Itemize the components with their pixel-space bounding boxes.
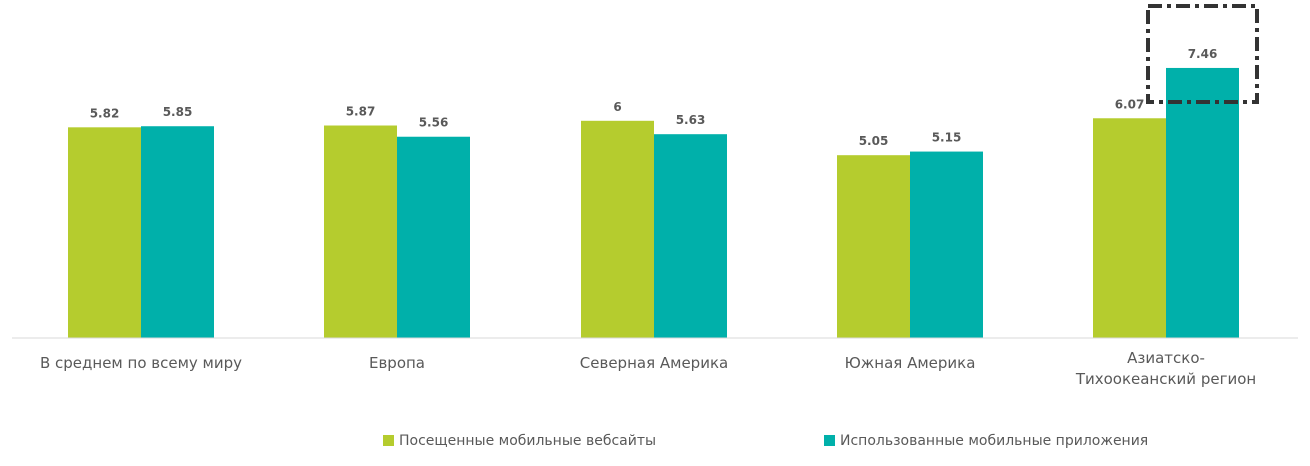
bar-series0-cat0: [68, 127, 141, 338]
bar-series1-cat3: [910, 151, 983, 338]
bar-series1-cat1: [397, 136, 470, 338]
legend-item-apps: Использованные мобильные приложения: [824, 433, 1148, 449]
value-label-series0-cat1: 5.87: [346, 105, 376, 119]
legend-swatch-websites: [383, 435, 394, 446]
bar-series0-cat3: [837, 155, 910, 338]
value-label-series1-cat0: 5.85: [163, 105, 193, 119]
value-label-series1-cat3: 5.15: [932, 131, 962, 145]
bar-series0-cat1: [324, 125, 397, 338]
highlight-box: [1146, 4, 1259, 104]
category-label-1: Европа: [369, 354, 425, 372]
value-label-series0-cat3: 5.05: [859, 134, 889, 148]
value-label-series0-cat2: 6: [613, 100, 621, 114]
legend-label-apps: Использованные мобильные приложения: [840, 433, 1148, 449]
bar-series1-cat0: [141, 126, 214, 338]
category-label-2: Северная Америка: [580, 354, 728, 372]
bar-series0-cat2: [581, 120, 654, 338]
value-label-series1-cat2: 5.63: [676, 113, 706, 127]
legend-label-websites: Посещенные мобильные вебсайты: [399, 433, 656, 449]
value-label-series0-cat0: 5.82: [90, 106, 120, 120]
bar-series0-cat4: [1093, 118, 1166, 339]
category-labels-layer: В среднем по всему миру Европа Северная Ам…: [40, 349, 1256, 388]
value-label-series1-cat1: 5.56: [419, 116, 449, 130]
value-label-series1-cat4: 7.46: [1188, 47, 1218, 61]
legend-item-websites: Посещенные мобильные вебсайты: [383, 433, 656, 449]
legend-swatch-apps: [824, 435, 835, 446]
bar-series1-cat2: [654, 134, 727, 338]
category-label-4-line0: Азиатско-: [1127, 349, 1205, 367]
bar-series1-cat4: [1166, 67, 1239, 338]
highlight-layer: [1146, 4, 1259, 104]
bars-layer: [68, 67, 1239, 339]
value-labels-layer: 5.82 5.85 5.87 5.56 6 5.63 5.05 5.15 6.07 7.46: [90, 47, 1218, 148]
category-label-3: Южная Америка: [845, 354, 976, 372]
value-label-series0-cat4: 6.07: [1115, 97, 1145, 111]
category-label-0: В среднем по всему миру: [40, 354, 242, 372]
category-label-4-line1: Тихоокеанский регион: [1075, 370, 1256, 388]
legend: Посещенные мобильные вебсайты Использова…: [383, 433, 1148, 449]
